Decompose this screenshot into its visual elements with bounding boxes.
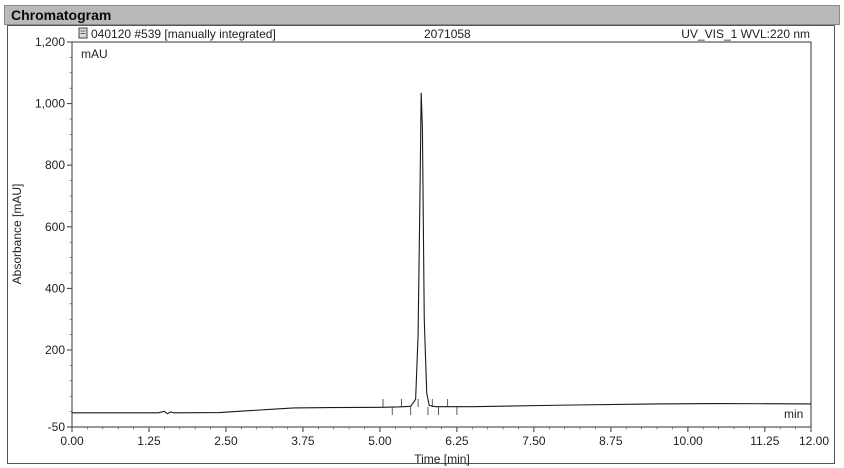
y-tick-label: 200 [45, 343, 65, 357]
x-tick-label: 12.00 [799, 434, 829, 448]
section-header-bar: Chromatogram [4, 5, 840, 25]
channel-text: UV_VIS_1 WVL:220 nm [681, 27, 810, 41]
sample-id-text: 2071058 [424, 27, 471, 41]
x-tick-label: 2.50 [214, 434, 238, 448]
x-tick-label: 8.75 [599, 434, 623, 448]
x-tick-label: 7.50 [522, 434, 546, 448]
x-unit-label: min [784, 407, 803, 421]
y-tick-label: 600 [45, 220, 65, 234]
x-tick-label: 0.00 [60, 434, 84, 448]
section-title: Chromatogram [11, 7, 112, 23]
y-axis-title: Absorbance [mAU] [10, 184, 24, 285]
x-tick-label: 10.00 [673, 434, 703, 448]
y-tick-label: 800 [45, 158, 65, 172]
y-tick-label: 400 [45, 281, 65, 295]
x-tick-label: 5.00 [368, 434, 392, 448]
y-tick-label: 1,200 [35, 35, 65, 49]
chromatogram-trace [72, 92, 812, 415]
run-info-text: 040120 #539 [manually integrated] [91, 27, 276, 41]
y-tick-label: -50 [48, 420, 66, 434]
y-unit-label: mAU [81, 47, 108, 61]
x-tick-label: 1.25 [137, 434, 161, 448]
y-tick-label: 1,000 [35, 97, 65, 111]
x-tick-label: 11.25 [750, 434, 779, 448]
x-axis-title: Time [min] [414, 452, 470, 466]
x-tick-label: 6.25 [445, 434, 469, 448]
x-tick-label: 3.75 [291, 434, 315, 448]
chart-frame [7, 25, 835, 464]
plot-area [71, 41, 812, 428]
document-icon [78, 27, 88, 39]
